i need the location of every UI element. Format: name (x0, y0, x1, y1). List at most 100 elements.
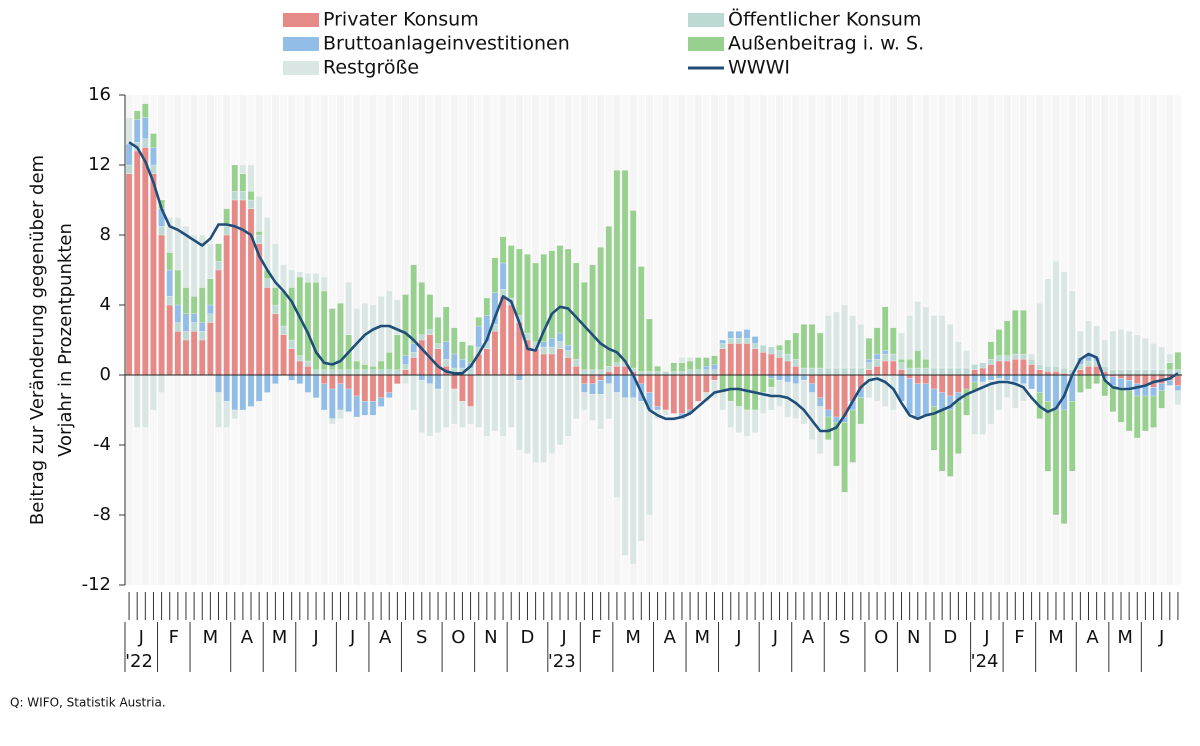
bar-segment (1060, 409, 1068, 524)
bar-segment (556, 374, 564, 446)
bar-segment (597, 394, 604, 430)
bar-segment (1125, 369, 1133, 376)
y-tick-label: 8 (100, 224, 111, 245)
bar-segment (906, 359, 913, 369)
bar-segment (760, 352, 767, 376)
bar-segment (605, 371, 613, 376)
bar-segment (979, 381, 987, 435)
bar-segment (768, 374, 775, 379)
bar-segment (190, 296, 198, 314)
bar-segment (873, 353, 881, 360)
bar-segment (589, 264, 596, 370)
bar-segment (581, 374, 588, 384)
bar-segment (556, 341, 564, 349)
y-axis-title-line: Vorjahr in Prozentpunkten (55, 223, 76, 457)
bar-segment (646, 374, 653, 393)
y-tick-label: -8 (93, 504, 111, 525)
bar-segment (385, 352, 393, 370)
bar-segment (434, 374, 442, 390)
bar-segment (410, 357, 417, 376)
bar-segment (735, 406, 743, 433)
bar-segment (190, 234, 198, 297)
bar-segment (735, 331, 743, 339)
bar-segment (190, 331, 198, 376)
x-tick-label: J (349, 627, 355, 648)
bar-segment (296, 355, 304, 362)
bar-segment (377, 369, 385, 376)
y-tick-label: 16 (88, 84, 111, 105)
bar-segment (849, 315, 856, 369)
bar-segment (825, 315, 832, 369)
bar-segment (760, 345, 767, 353)
bar-segment (288, 374, 295, 381)
bar-segment (524, 374, 531, 454)
bar-segment (719, 339, 726, 344)
bar-segment (597, 380, 604, 395)
legend-label: WWWI (728, 57, 790, 79)
bar-segment (865, 359, 873, 363)
bar-segment (1028, 374, 1035, 390)
bar-segment (825, 374, 832, 411)
week-band (1028, 95, 1036, 585)
bar-segment (125, 143, 133, 166)
legend-label: Bruttoanlageinvestitionen (323, 33, 570, 55)
bar-segment (402, 369, 409, 376)
bar-segment (329, 418, 336, 425)
bar-segment (1020, 353, 1027, 360)
y-axis-title: Beitrag zur Veränderung gegenüber dem Vo… (27, 155, 76, 525)
bar-segment (678, 374, 686, 414)
bar-segment (890, 353, 897, 362)
bar-segment (540, 346, 548, 355)
bar-segment (564, 248, 572, 346)
bar-segment (296, 374, 304, 384)
bar-segment (556, 332, 564, 342)
bar-segment (272, 374, 279, 384)
bar-segment (288, 269, 295, 288)
bar-segment (198, 322, 206, 332)
bar-segment (1020, 359, 1027, 376)
bar-segment (857, 367, 865, 376)
bar-segment (516, 248, 523, 316)
bar-segment (353, 374, 360, 397)
bar-segment (247, 164, 255, 192)
bar-segment (572, 366, 580, 376)
week-band (710, 95, 719, 585)
bar-segment (979, 367, 987, 376)
bar-segment (426, 374, 434, 384)
bar-segment (605, 383, 613, 419)
bar-segment (987, 359, 995, 365)
bar-segment (922, 359, 930, 369)
week-band (670, 95, 678, 585)
bar-segment (1150, 387, 1157, 397)
bar-segment (865, 362, 873, 370)
bar-segment (402, 364, 409, 370)
bar-segment (816, 332, 824, 369)
y-tick-label: -4 (93, 434, 111, 455)
bar-segment (938, 409, 946, 472)
bar-segment (1142, 395, 1149, 432)
bar-segment (955, 401, 962, 454)
bar-segment (410, 374, 417, 411)
bar-segment (174, 331, 182, 376)
bar-segment (264, 374, 271, 393)
bar-segment (467, 345, 474, 363)
bar-segment (711, 369, 718, 376)
week-band (662, 95, 670, 585)
bar-segment (1093, 325, 1100, 358)
bar-segment (516, 380, 523, 451)
bar-segment (451, 327, 458, 355)
bar-segment (564, 345, 572, 351)
bar-segment (1150, 395, 1157, 428)
year-label: '24 (971, 651, 999, 672)
bar-segment (833, 374, 840, 418)
bar-segment (646, 318, 653, 372)
bar-segment (605, 374, 613, 384)
bar-segment (158, 374, 165, 393)
bar-segment (1012, 381, 1019, 409)
bar-segment (499, 296, 507, 376)
source-note: Q: WIFO, Statistik Austria. (10, 696, 166, 710)
bar-segment (613, 170, 621, 363)
bar-segment (1109, 369, 1117, 376)
x-tick-label: F (591, 627, 601, 648)
bar-segment (1158, 383, 1165, 391)
